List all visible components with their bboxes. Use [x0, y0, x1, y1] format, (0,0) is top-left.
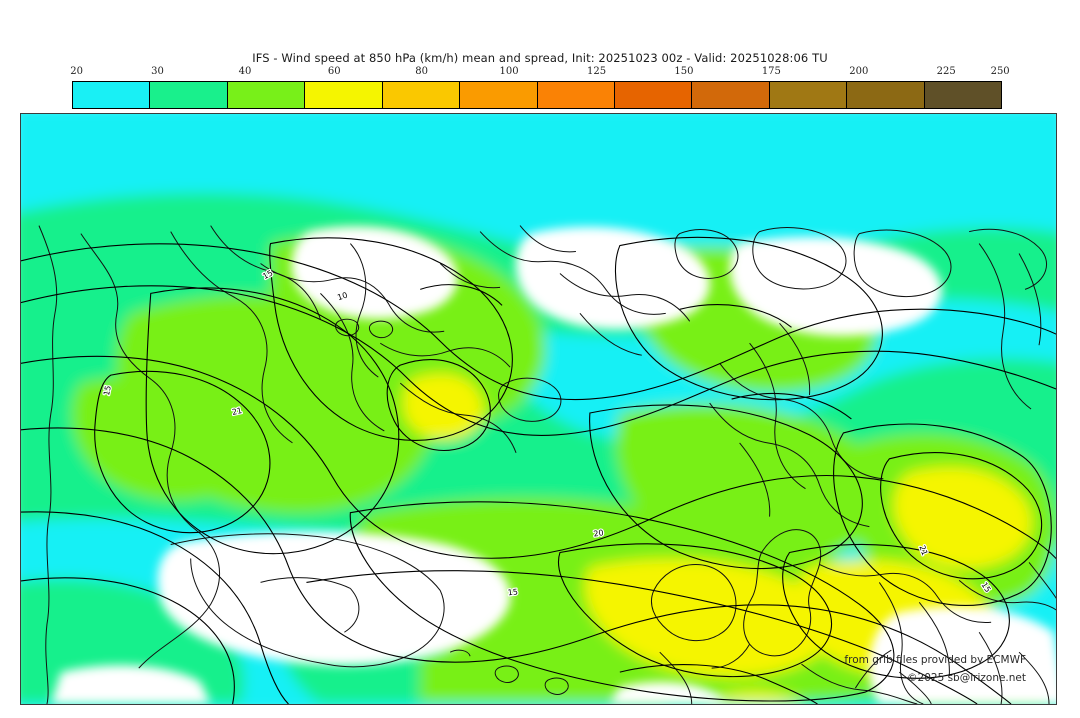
colorbar-tick-labels: 20 30 40 60 80 100 125 150 175 200 225 250 — [70, 66, 1009, 81]
colorbar-tick-225: 225 — [936, 66, 956, 77]
colorbar-segment-175 — [692, 82, 770, 108]
copyright-credit: ©2025 sb@irizone.net — [907, 672, 1026, 684]
svg-text:15: 15 — [507, 587, 518, 597]
colorbar-tick-125: 125 — [586, 66, 607, 77]
colorbar-segment-125 — [537, 82, 615, 108]
colorbar-tick-80: 80 — [415, 66, 429, 77]
colorbar-tick-175: 175 — [761, 66, 781, 77]
spread-contours — [21, 236, 1056, 704]
colorbar-segment-150 — [614, 82, 693, 108]
contour-labels: 15 10 15 21 20 15 21 15 10 18 — [101, 267, 994, 598]
colorbar-segment-250 — [924, 82, 1002, 108]
map-panel[interactable]: 15 10 15 21 20 15 21 15 10 18 from grib … — [20, 113, 1057, 705]
chart-title: IFS - Wind speed at 850 hPa (km/h) mean … — [252, 51, 828, 65]
masked-areas — [50, 226, 1056, 704]
colorbar-segment-30 — [150, 82, 228, 108]
colorbar-segment-80 — [382, 82, 461, 108]
colorbar-swatches — [72, 81, 1002, 109]
colorbar-tick-60: 60 — [327, 66, 341, 77]
svg-text:15: 15 — [102, 385, 113, 397]
svg-text:10: 10 — [336, 291, 348, 303]
colorbar-tick-200: 200 — [849, 66, 869, 77]
coastlines — [38, 225, 1056, 704]
colorbar-tick-40: 40 — [238, 66, 252, 77]
weather-map[interactable]: 15 10 15 21 20 15 21 15 10 18 — [21, 114, 1056, 704]
colorbar-segment-20 — [73, 82, 151, 108]
colorbar-tick-250: 250 — [990, 66, 1010, 77]
colorbar-segment-40 — [227, 82, 306, 108]
colorbar-segment-60 — [305, 82, 383, 108]
svg-text:20: 20 — [593, 528, 604, 538]
colorbar-tick-20: 20 — [70, 66, 84, 77]
colorbar-tick-150: 150 — [674, 66, 694, 77]
data-source-credit: from grib files provided by ECMWF — [844, 654, 1026, 666]
colorbar-segment-225 — [847, 82, 925, 108]
svg-text:21: 21 — [231, 406, 243, 417]
windspeed-shading — [21, 114, 1056, 704]
colorbar: 20 30 40 60 80 100 125 150 175 200 225 250 — [70, 66, 1010, 109]
colorbar-segment-100 — [460, 82, 538, 108]
colorbar-tick-30: 30 — [151, 66, 164, 77]
colorbar-segment-200 — [769, 82, 848, 108]
colorbar-tick-100: 100 — [499, 66, 519, 77]
